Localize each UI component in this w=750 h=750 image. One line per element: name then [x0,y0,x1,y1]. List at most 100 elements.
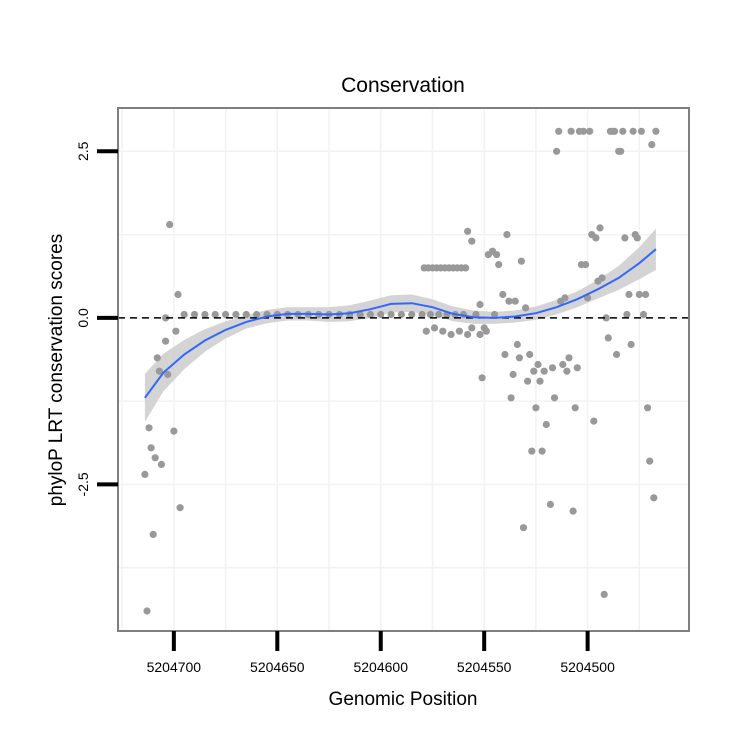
data-point [598,274,606,282]
data-point [468,237,476,245]
data-point [232,310,240,319]
y-tick-label: 2.5 [75,141,91,161]
plot-panel-border [117,107,690,632]
data-point [619,127,627,135]
data-point [476,300,484,309]
data-point [507,394,515,402]
data-point [439,327,447,335]
data-point [610,127,619,135]
data-point [621,234,629,242]
data-point [499,290,507,299]
data-point [162,314,170,322]
data-point [482,327,490,335]
data-point [586,127,594,135]
data-point [635,290,643,299]
data-point [172,327,180,335]
data-point [573,364,581,372]
data-point [397,310,405,319]
data-point [642,290,650,299]
data-point [418,310,426,319]
data-point [164,370,172,379]
data-point [522,304,530,312]
data-point [652,127,660,135]
data-point [170,427,178,435]
data-point [422,327,430,335]
data-point [356,310,364,319]
data-point [478,374,486,382]
data-point [511,297,519,305]
data-point [526,350,534,359]
data-point [503,231,511,239]
data-point [534,360,542,369]
data-point [162,337,170,345]
data-point [141,470,149,478]
data-point [542,420,550,429]
data-point [563,367,571,375]
data-point [579,127,588,135]
data-point [600,590,608,599]
data-point [157,460,165,468]
data-point [627,340,635,349]
data-point [174,290,182,299]
data-point [613,350,621,359]
data-point [639,310,648,319]
data-point [180,310,188,319]
data-point [408,310,416,319]
data-point [435,310,443,319]
data-point [617,147,625,155]
data-point [604,334,612,342]
data-point [559,360,567,369]
data-point [528,447,536,455]
data-point [447,330,455,339]
y-axis-label: phyloP LRT conservation scores [46,234,67,507]
data-point [505,297,513,305]
x-tick-label: 5204500 [560,659,615,675]
data-point [646,457,654,465]
x-tick-label: 5204700 [147,659,202,675]
smooth-line [144,248,657,399]
data-point [625,290,633,299]
data-point [602,314,610,322]
data-point [648,141,656,149]
data-point [629,127,637,135]
data-point [637,127,646,135]
data-point [151,454,159,462]
data-point [546,500,555,508]
data-point [565,354,573,362]
data-point [633,234,641,242]
data-point [569,507,577,515]
data-point [166,221,174,229]
data-point [155,367,163,375]
data-point [524,377,532,385]
smooth-line-group [144,248,657,399]
data-point [476,330,484,339]
data-point [153,354,161,362]
chart-title: Conservation [341,74,465,97]
data-point [561,294,569,302]
data-point [190,310,199,319]
data-point [143,607,151,615]
data-point [387,310,395,319]
data-point [366,310,374,319]
data-point [147,444,155,452]
data-point [571,404,579,412]
data-point [426,310,434,319]
data-point [644,404,652,412]
data-point [253,310,261,319]
x-tick-label: 5204550 [457,659,512,675]
data-point [242,310,250,319]
x-tick-label: 5204600 [353,659,408,675]
data-point [455,327,463,335]
data-point [509,370,517,379]
data-point [501,350,509,359]
confidence-band-group [144,228,656,422]
data-point [596,224,604,232]
data-point [555,127,563,135]
data-point [590,417,598,425]
grid-lines [118,108,689,631]
data-point [592,234,600,242]
data-point [464,227,472,235]
x-tick-label: 5204650 [250,659,305,675]
data-point [513,340,521,349]
data-point [519,524,528,532]
